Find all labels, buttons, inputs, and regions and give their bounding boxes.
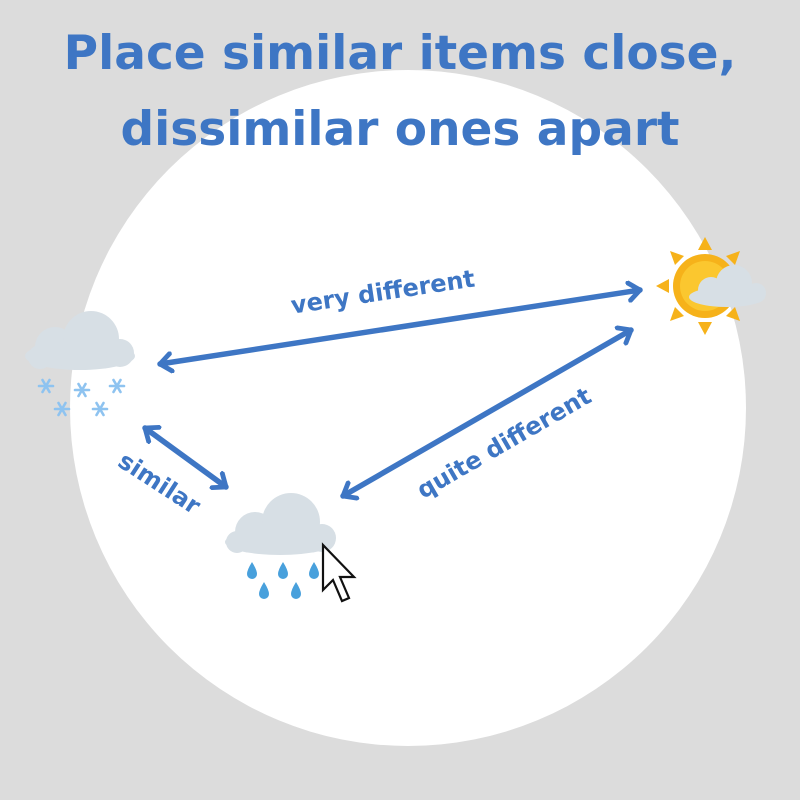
label-very-different: very different bbox=[289, 265, 477, 320]
title-line-1: Place similar items close, bbox=[63, 26, 737, 81]
title-line-2: dissimilar ones apart bbox=[120, 102, 680, 157]
arrow-similar bbox=[142, 428, 229, 487]
arrow-quite-different bbox=[340, 330, 634, 496]
sun-behind-cloud-icon bbox=[656, 237, 766, 335]
label-similar: similar bbox=[113, 446, 206, 520]
rain-cloud-icon bbox=[225, 493, 336, 599]
snow-cloud-icon bbox=[25, 311, 135, 417]
mouse-pointer-icon bbox=[321, 542, 357, 603]
